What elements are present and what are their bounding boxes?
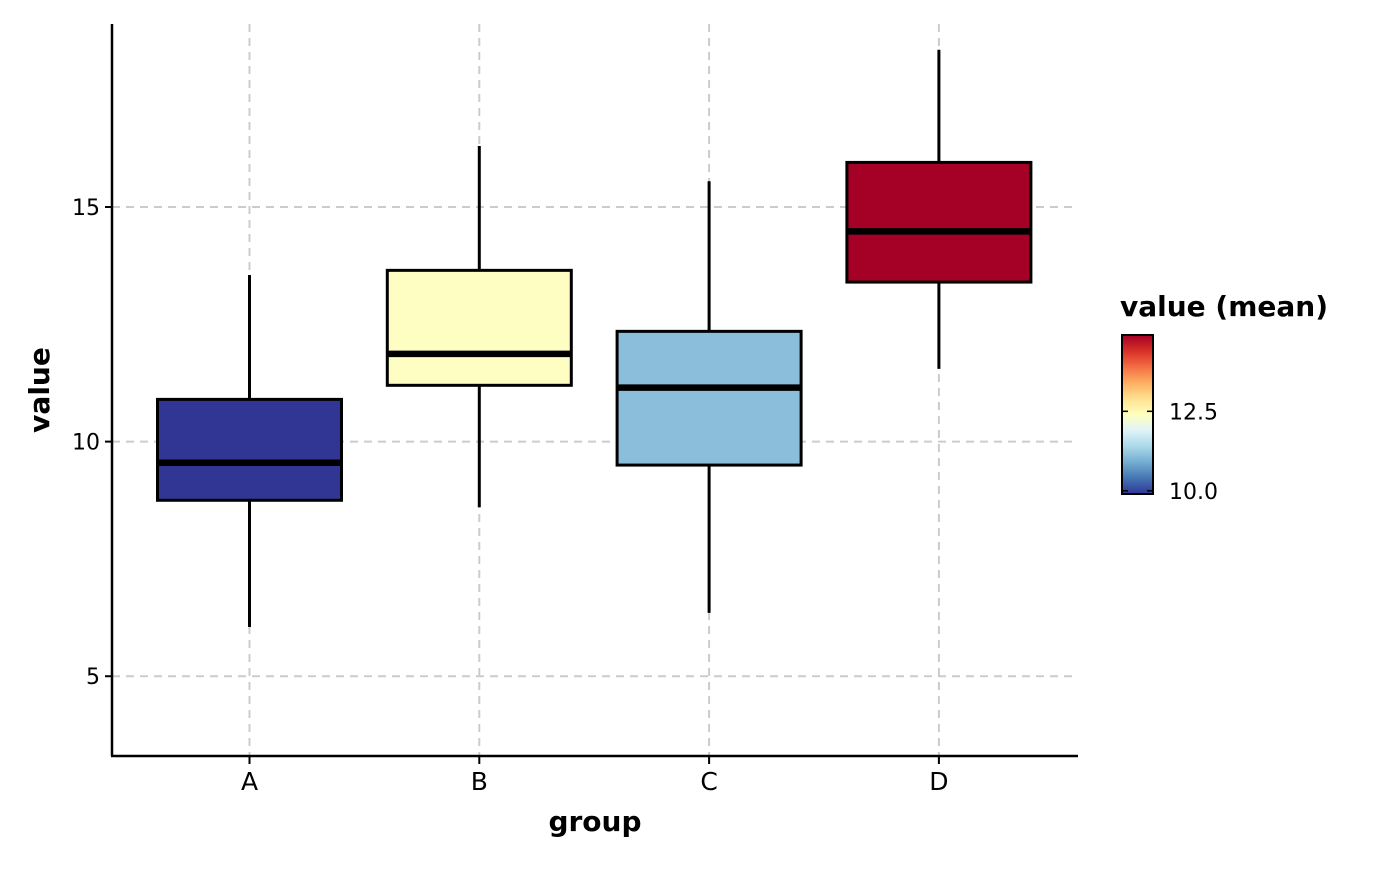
x-tick-label: A: [241, 767, 258, 796]
boxes: [156, 49, 1033, 627]
box-body: [615, 329, 803, 467]
box-C: [615, 181, 803, 613]
legend-colorbar: [1121, 334, 1154, 495]
y-axis-title: value: [23, 347, 56, 433]
legend-title: value (mean): [1120, 290, 1328, 323]
legend-tick-label: 12.5: [1169, 400, 1218, 425]
box-A: [156, 275, 343, 627]
ticks: 5 10 15 A B C D: [72, 196, 949, 796]
box-body: [385, 268, 573, 387]
box-D: [845, 49, 1033, 369]
legend: value (mean) 10.0 12.5: [1120, 290, 1328, 505]
x-tick-label: B: [471, 767, 488, 796]
box-body: [156, 397, 343, 502]
gridlines: [112, 24, 1078, 756]
y-tick-label: 10: [72, 431, 100, 456]
y-tick-label: 5: [86, 665, 100, 690]
x-tick-label: C: [700, 767, 717, 796]
legend-ticks: 10.0 12.5: [1122, 400, 1218, 505]
y-tick-label: 15: [72, 196, 100, 221]
axes: [110, 24, 1078, 758]
legend-tick-label: 10.0: [1169, 480, 1218, 505]
x-tick-label: D: [929, 767, 948, 796]
x-axis-title: group: [548, 805, 641, 838]
box-body: [845, 160, 1033, 284]
box-B: [385, 146, 573, 508]
